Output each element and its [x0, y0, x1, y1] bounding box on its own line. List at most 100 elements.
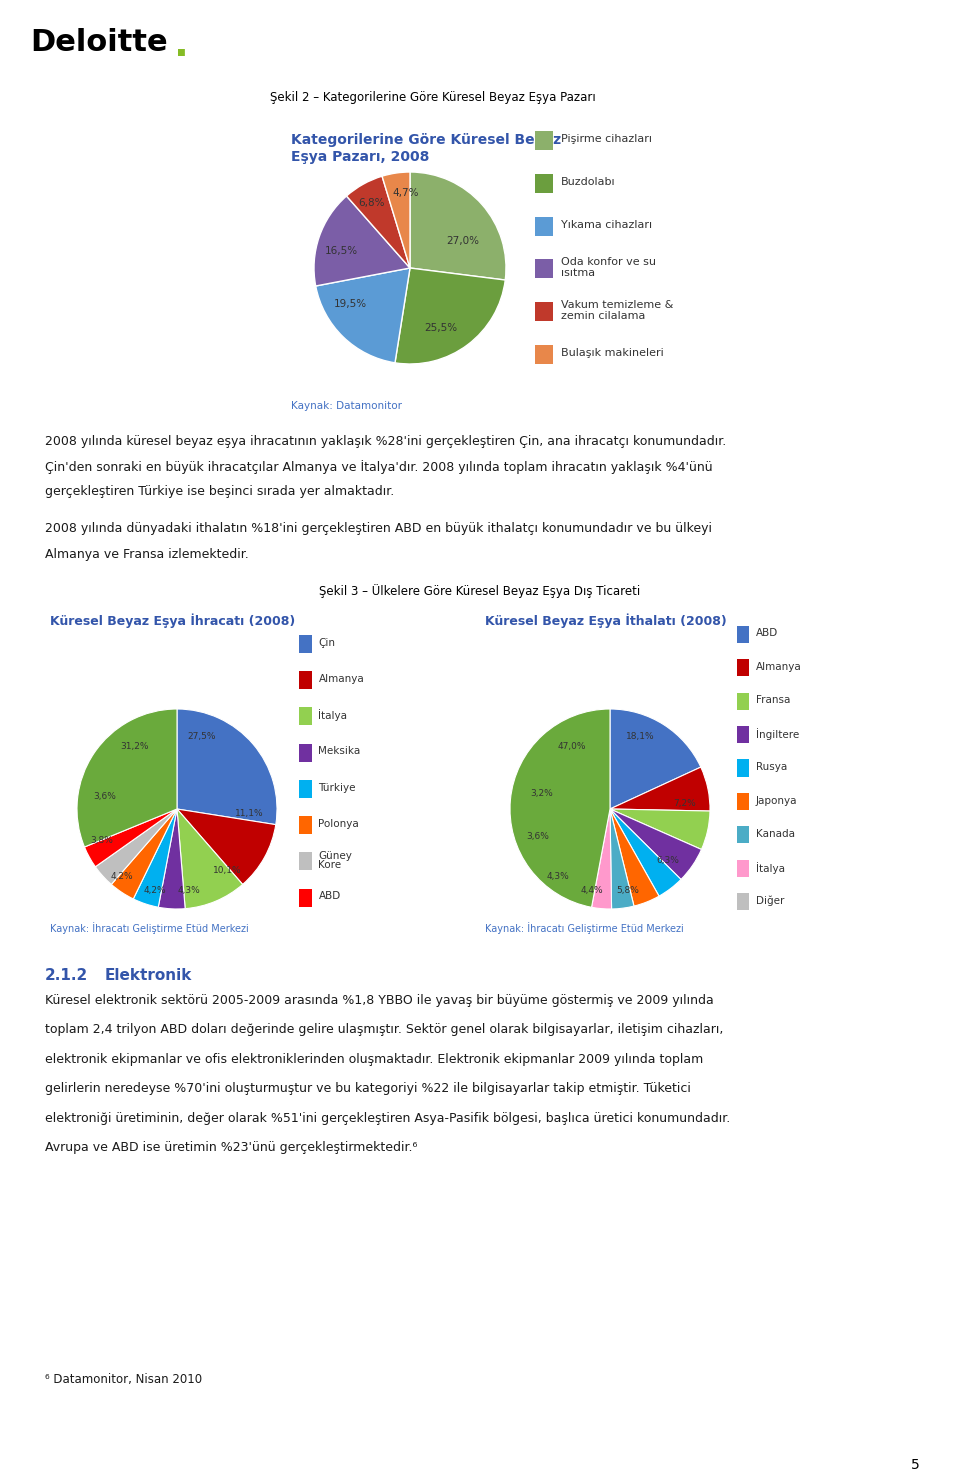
Text: 7,2%: 7,2% — [674, 799, 696, 808]
Bar — [535, 303, 553, 320]
Wedge shape — [95, 810, 177, 884]
Wedge shape — [610, 810, 702, 879]
Wedge shape — [610, 709, 701, 810]
Wedge shape — [133, 810, 177, 908]
Bar — [299, 853, 312, 871]
Text: Oda konfor ve su
ısıtma: Oda konfor ve su ısıtma — [561, 257, 656, 277]
Wedge shape — [610, 810, 681, 896]
Text: 3,2%: 3,2% — [531, 789, 553, 798]
Text: İngiltere: İngiltere — [756, 728, 799, 740]
Text: Çin: Çin — [319, 638, 335, 648]
Bar — [299, 672, 312, 690]
Text: Japonya: Japonya — [756, 796, 798, 805]
Text: elektronik ekipmanlar ve ofis elektroniklerinden oluşmaktadır. Elektronik ekipma: elektronik ekipmanlar ve ofis elektronik… — [45, 1053, 704, 1066]
Wedge shape — [395, 268, 505, 363]
Text: 3,6%: 3,6% — [527, 832, 549, 841]
Text: Kaynak: Datamonitor: Kaynak: Datamonitor — [291, 400, 402, 411]
Text: Buzdolabı: Buzdolabı — [561, 176, 615, 187]
Bar — [736, 658, 750, 676]
Text: Almanya: Almanya — [756, 661, 802, 672]
Bar — [736, 893, 750, 911]
Wedge shape — [591, 810, 612, 909]
Text: ABD: ABD — [756, 629, 778, 638]
Text: İtalya: İtalya — [319, 709, 348, 721]
Bar — [299, 707, 312, 725]
Text: toplam 2,4 trilyon ABD doları değerinde gelire ulaşmıştır. Sektör genel olarak b: toplam 2,4 trilyon ABD doları değerinde … — [45, 1023, 724, 1037]
Bar — [535, 260, 553, 279]
Wedge shape — [510, 709, 610, 908]
Text: 4,3%: 4,3% — [546, 872, 569, 881]
Text: İtalya: İtalya — [756, 862, 784, 873]
Wedge shape — [314, 196, 410, 286]
Text: 11,1%: 11,1% — [234, 810, 263, 819]
Text: 5: 5 — [911, 1458, 920, 1473]
Text: 2008 yılında küresel beyaz eşya ihracatının yaklaşık %28'ini gerçekleştiren Çin,: 2008 yılında küresel beyaz eşya ihracatı… — [45, 435, 727, 448]
Text: Avrupa ve ABD ise üretimin %23'ünü gerçekleştirmektedir.⁶: Avrupa ve ABD ise üretimin %23'ünü gerçe… — [45, 1140, 418, 1154]
Text: 6,8%: 6,8% — [358, 197, 385, 208]
Bar — [736, 759, 750, 777]
Text: 2.1.2: 2.1.2 — [45, 967, 88, 983]
Wedge shape — [610, 810, 634, 909]
Bar — [299, 743, 312, 762]
Text: Yıkama cihazları: Yıkama cihazları — [561, 219, 652, 230]
Text: 25,5%: 25,5% — [424, 322, 457, 332]
Text: 4,7%: 4,7% — [393, 188, 420, 199]
Bar — [736, 626, 750, 642]
Text: Diğer: Diğer — [756, 896, 784, 906]
Text: Küresel Beyaz Eşya İthalatı (2008): Küresel Beyaz Eşya İthalatı (2008) — [485, 614, 727, 629]
Wedge shape — [111, 810, 177, 899]
Text: 18,1%: 18,1% — [626, 733, 655, 742]
Text: 4,3%: 4,3% — [178, 887, 201, 896]
Text: Kaynak: İhracatı Geliştirme Etüd Merkezi: Kaynak: İhracatı Geliştirme Etüd Merkezi — [485, 922, 684, 934]
Text: ABD: ABD — [319, 891, 341, 902]
Text: elektroniği üretiminin, değer olarak %51'ini gerçekleştiren Asya-Pasifik bölgesi: elektroniği üretiminin, değer olarak %51… — [45, 1112, 731, 1124]
Text: Fransa: Fransa — [756, 696, 790, 706]
Bar — [535, 217, 553, 236]
Text: Bulaşık makineleri: Bulaşık makineleri — [561, 349, 663, 357]
Text: Polonya: Polonya — [319, 819, 359, 829]
Text: gerçekleştiren Türkiye ise beşinci sırada yer almaktadır.: gerçekleştiren Türkiye ise beşinci sırad… — [45, 485, 395, 498]
Wedge shape — [84, 810, 177, 866]
Bar — [535, 344, 553, 363]
Text: Çin'den sonraki en büyük ihracatçılar Almanya ve İtalya'dır. 2008 yılında toplam: Çin'den sonraki en büyük ihracatçılar Al… — [45, 460, 712, 475]
Text: Şekil 3 – Ülkelere Göre Küresel Beyaz Eşya Dış Ticareti: Şekil 3 – Ülkelere Göre Küresel Beyaz Eş… — [320, 584, 640, 598]
Text: 5,8%: 5,8% — [616, 887, 639, 896]
Wedge shape — [177, 709, 277, 825]
Text: gelirlerin neredeyse %70'ini oluşturmuştur ve bu kategoriyi %22 ile bilgisayarla: gelirlerin neredeyse %70'ini oluşturmuşt… — [45, 1083, 691, 1096]
Text: Rusya: Rusya — [756, 762, 787, 773]
Text: .: . — [174, 27, 189, 64]
Text: Kategorilerine Göre Küresel Beyaz
Eşya Pazarı, 2008: Kategorilerine Göre Küresel Beyaz Eşya P… — [291, 133, 562, 165]
Wedge shape — [77, 709, 177, 847]
Bar — [736, 860, 750, 876]
Text: Şekil 2 – Kategorilerine Göre Küresel Beyaz Eşya Pazarı: Şekil 2 – Kategorilerine Göre Küresel Be… — [270, 90, 596, 104]
Bar — [736, 693, 750, 709]
Bar — [299, 816, 312, 833]
Bar — [736, 826, 750, 844]
Text: 27,5%: 27,5% — [188, 733, 216, 742]
Wedge shape — [610, 810, 660, 906]
Text: Almanya ve Fransa izlemektedir.: Almanya ve Fransa izlemektedir. — [45, 549, 249, 561]
Text: Meksika: Meksika — [319, 746, 361, 756]
Text: 2008 yılında dünyadaki ithalatın %18'ini gerçekleştiren ABD en büyük ithalatçı k: 2008 yılında dünyadaki ithalatın %18'ini… — [45, 522, 712, 535]
Text: Küresel Beyaz Eşya İhracatı (2008): Küresel Beyaz Eşya İhracatı (2008) — [50, 614, 296, 629]
Text: 10,1%: 10,1% — [213, 866, 241, 875]
Bar — [299, 888, 312, 906]
Bar — [535, 174, 553, 193]
Text: 31,2%: 31,2% — [121, 743, 149, 752]
Text: Almanya: Almanya — [319, 673, 364, 684]
Wedge shape — [347, 176, 410, 268]
Text: 6,3%: 6,3% — [657, 857, 680, 866]
Text: 16,5%: 16,5% — [324, 246, 357, 255]
Text: 3,6%: 3,6% — [93, 792, 116, 801]
Text: 27,0%: 27,0% — [446, 236, 479, 246]
Text: Kanada: Kanada — [756, 829, 795, 839]
Wedge shape — [177, 810, 276, 884]
Wedge shape — [610, 767, 710, 811]
Wedge shape — [610, 810, 710, 850]
Bar — [736, 793, 750, 810]
Text: Deloitte: Deloitte — [30, 28, 168, 56]
Text: Türkiye: Türkiye — [319, 783, 356, 793]
Text: 4,2%: 4,2% — [110, 872, 133, 881]
Text: 4,4%: 4,4% — [581, 887, 603, 896]
Text: Güney
Kore: Güney Kore — [319, 851, 352, 871]
